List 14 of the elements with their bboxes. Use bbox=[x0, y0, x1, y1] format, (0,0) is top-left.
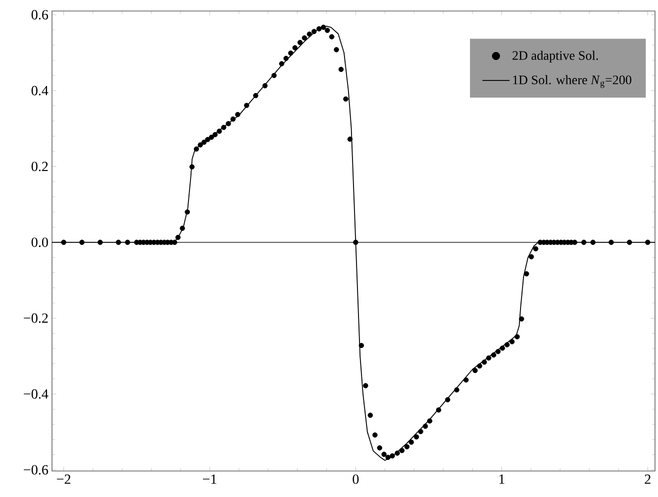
y-tick-label: −0.6 bbox=[24, 465, 48, 475]
x-tick-label: 2 bbox=[644, 474, 650, 484]
legend-label: 1D Sol. where N$_{g}$=200 bbox=[513, 75, 632, 88]
x-tick-label: −2 bbox=[56, 474, 70, 484]
x-tick-label: 1 bbox=[499, 474, 504, 484]
y-tick-label: 0.4 bbox=[32, 86, 48, 96]
y-tick-label: −0.2 bbox=[24, 313, 48, 323]
y-tick-label: −0.4 bbox=[24, 389, 48, 399]
x-tick-label: −1 bbox=[202, 474, 216, 484]
x-tick-label: 0 bbox=[352, 474, 359, 484]
y-tick-label: 0.2 bbox=[32, 162, 48, 172]
y-tick-label: 0.0 bbox=[32, 238, 48, 248]
legend-label: 2D adaptive Sol. bbox=[512, 50, 598, 62]
y-tick-label: 0.6 bbox=[32, 10, 48, 20]
